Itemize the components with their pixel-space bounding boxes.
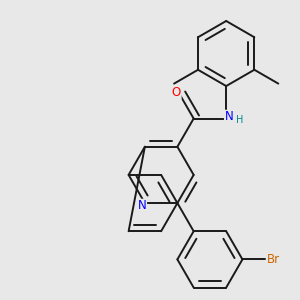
- Text: N: N: [138, 199, 146, 212]
- Text: Br: Br: [267, 253, 280, 266]
- Text: H: H: [236, 115, 243, 124]
- Text: N: N: [224, 110, 233, 123]
- Text: O: O: [172, 86, 181, 99]
